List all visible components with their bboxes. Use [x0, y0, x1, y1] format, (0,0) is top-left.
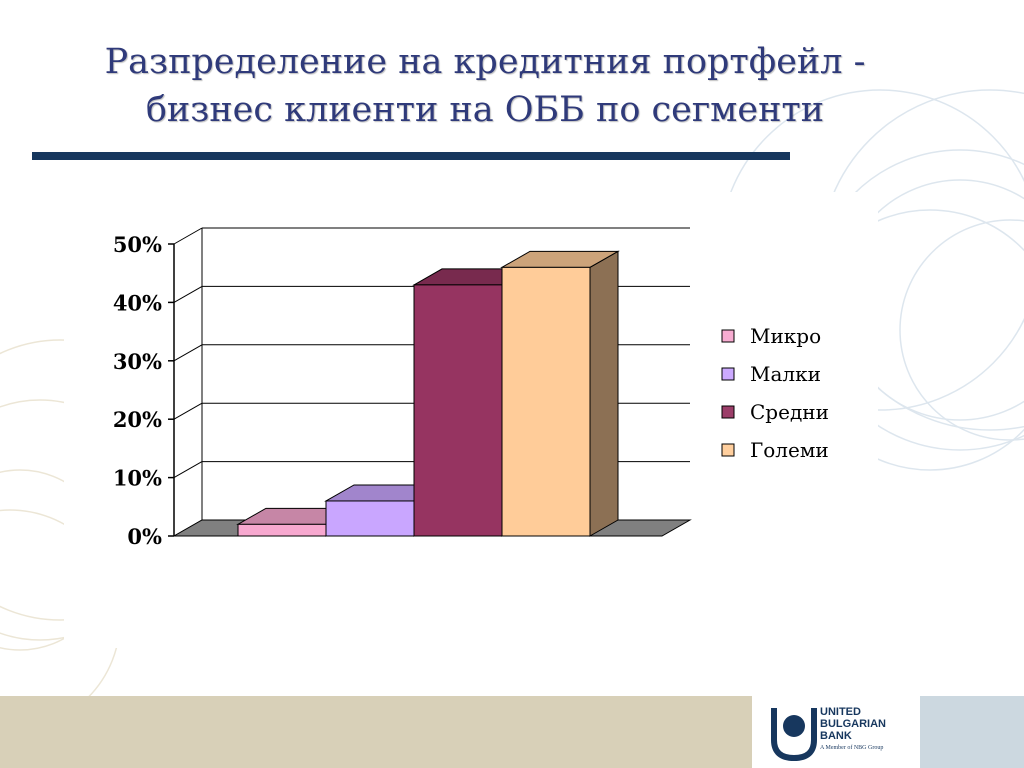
slide-title: Разпределение на кредитния портфейл - би… [40, 38, 930, 134]
chart-panel: 0% 10% 20% 30% 40% 50% Микро Малки Средни Големи [64, 192, 878, 648]
bank-name-line-3: BANK [820, 730, 852, 742]
legend-swatch [721, 367, 735, 381]
legend-swatch [721, 443, 735, 457]
bank-name: UNITED BULGARIAN BANK [820, 706, 916, 742]
legend-label: Малки [750, 362, 821, 386]
bank-logo: UNITED BULGARIAN BANK A Member of NBG Gr… [756, 696, 918, 768]
legend-label: Средни [750, 400, 829, 424]
slide-title-line-1: Разпределение на кредитния портфейл - [104, 42, 866, 82]
y-tick-label: 50% [113, 232, 162, 257]
bar-front [325, 500, 415, 537]
bar-chart: 0% 10% 20% 30% 40% 50% Микро Малки Средни Големи [113, 227, 829, 549]
gridline-depth [173, 227, 203, 245]
ubb-logo-icon [771, 708, 817, 762]
bank-tagline: A Member of NBG Group [820, 745, 884, 751]
slide-title-line-2: бизнес клиенти на ОББ по сегменти [145, 90, 825, 130]
legend-label: Микро [750, 324, 821, 348]
bar-4 [500, 250, 620, 537]
legend-swatch [721, 405, 735, 419]
gridline-depth [173, 402, 203, 420]
bar-side [589, 250, 619, 537]
y-tick-label: 40% [113, 290, 162, 315]
bar-front [237, 523, 327, 537]
y-tick-label: 20% [113, 407, 162, 432]
gridline-depth [173, 344, 203, 362]
legend-swatch [721, 329, 735, 343]
bank-name-line-1: UNITED [820, 706, 861, 718]
bank-name-line-2: BULGARIAN [820, 718, 886, 730]
bar-front [501, 266, 591, 537]
legend-label: Големи [750, 438, 829, 462]
title-underline [32, 152, 790, 160]
footer-corner [920, 696, 1024, 768]
y-tick-label: 10% [113, 466, 162, 491]
y-tick-label: 0% [127, 524, 162, 549]
footer-band [0, 696, 752, 768]
gridline-depth [173, 285, 203, 303]
y-tick-label: 30% [113, 349, 162, 374]
bar-front [413, 284, 503, 537]
gridline-depth [173, 461, 203, 479]
